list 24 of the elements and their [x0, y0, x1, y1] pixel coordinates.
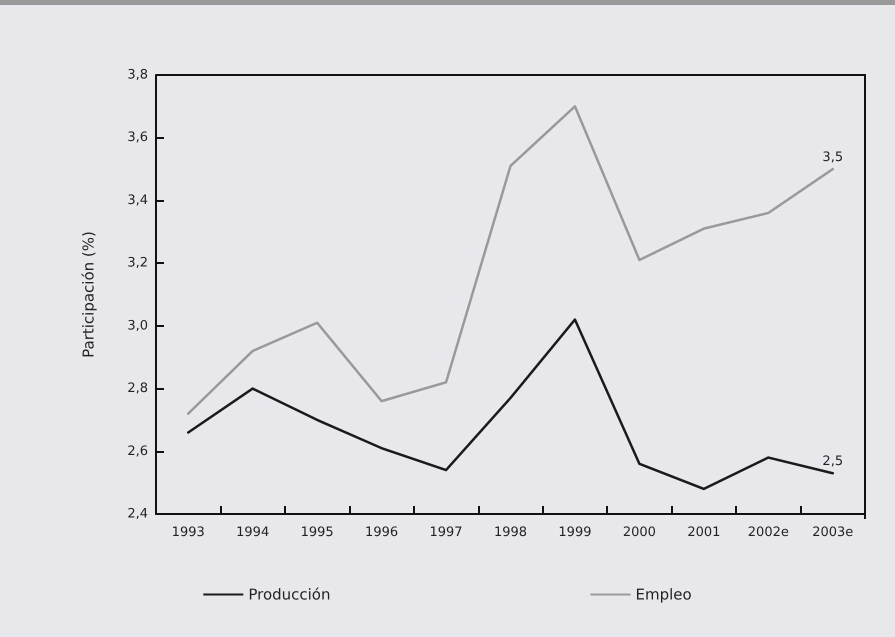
- x-tick-label: 2002e: [748, 525, 789, 540]
- data-label: 2,5: [822, 454, 844, 470]
- y-tick-label: 2,4: [127, 506, 148, 522]
- x-tick-label: 1994: [236, 525, 270, 540]
- y-tick-label: 2,8: [127, 381, 148, 396]
- data-label: 3,5: [822, 150, 844, 166]
- x-tick-label: 1997: [430, 525, 463, 540]
- x-tick-label: 2001: [687, 525, 720, 540]
- x-tick-label: 1993: [172, 525, 205, 540]
- x-tick-label: 1998: [494, 525, 528, 540]
- y-tick-label: 3,8: [127, 68, 148, 82]
- x-tick-label: 2003e: [812, 525, 854, 540]
- legend-label: Producción: [248, 586, 330, 604]
- y-tick-label: 2,6: [127, 444, 148, 459]
- x-tick-label: 1999: [558, 525, 592, 540]
- x-tick-label: 2000: [622, 525, 656, 540]
- legend-label: Empleo: [635, 586, 692, 604]
- y-axis-title: Participación (%): [80, 231, 98, 358]
- y-tick-label: 3,2: [127, 256, 148, 271]
- x-tick-label: 1996: [365, 525, 398, 540]
- y-tick-label: 3,6: [127, 130, 148, 146]
- x-tick-label: 1995: [300, 525, 334, 540]
- y-tick-label: 3,4: [127, 192, 148, 208]
- y-tick-label: 3,0: [127, 318, 148, 334]
